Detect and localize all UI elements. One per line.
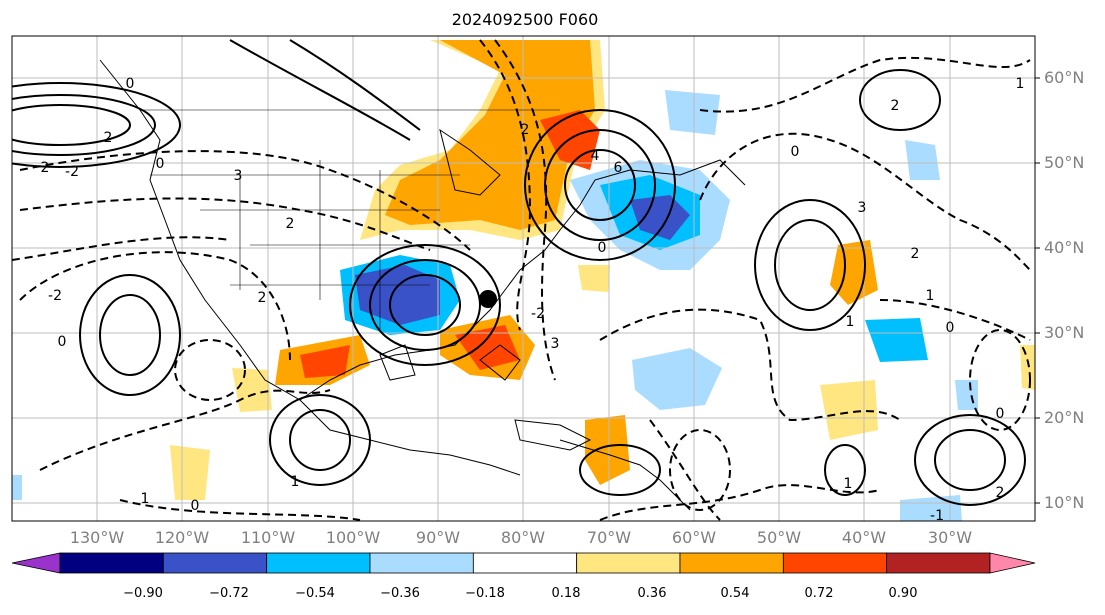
- lon-label-60w: 60°W: [671, 528, 717, 547]
- contour-label: 3: [858, 200, 867, 216]
- contour-label: 0: [946, 320, 955, 336]
- contour-label: 0: [58, 334, 67, 350]
- colorbar-segment: [886, 552, 991, 574]
- colorbar: [11, 552, 1036, 574]
- coastlines: [99, 59, 746, 511]
- colorbar-extend-low: [11, 552, 61, 574]
- lon-label-30w: 30°W: [927, 528, 973, 547]
- contour-label: 1: [291, 474, 300, 490]
- colorbar-segment: [679, 552, 784, 574]
- contour-label: 0: [791, 144, 800, 160]
- contour-label: 2: [996, 485, 1005, 501]
- contour-labels: 0 2 2 0 -2 3 2 2 -2 0 6 4 2 3 -2 0 2 0 1…: [41, 76, 1025, 524]
- dashed-contours: [12, 39, 1031, 521]
- lon-label-110w: 110°W: [240, 528, 296, 547]
- colorbar-label: −0.36: [380, 586, 420, 601]
- lat-label-30n: 30°N: [1044, 323, 1085, 342]
- colorbar-label: 0.36: [637, 586, 667, 601]
- colorbar-segment: [369, 552, 474, 574]
- lat-label-20n: 20°N: [1044, 408, 1085, 427]
- contour-label: 2: [891, 98, 900, 114]
- colorbar-segment: [782, 552, 888, 574]
- map-frame: [11, 35, 1036, 522]
- lat-label-40n: 40°N: [1044, 238, 1085, 257]
- lon-label-80w: 80°W: [500, 528, 546, 547]
- contour-label: 1: [926, 288, 935, 304]
- colorbar-label: −0.72: [209, 586, 249, 601]
- contour-label: -2: [48, 288, 62, 304]
- contour-label: 3: [234, 168, 243, 184]
- contour-label: 2: [521, 122, 530, 138]
- contour-label: -2: [531, 306, 545, 322]
- colorbar-segment: [59, 552, 164, 574]
- lon-label-40w: 40°W: [841, 528, 887, 547]
- colorbar-label: 0.54: [720, 586, 750, 601]
- contour-label: 2: [911, 246, 920, 262]
- tick-marks: [1035, 77, 1040, 504]
- colorbar-label: 0.90: [888, 586, 918, 601]
- colorbar-segment: [266, 552, 371, 574]
- contour-label: 1: [1016, 76, 1025, 92]
- lat-label-10n: 10°N: [1044, 493, 1085, 512]
- contour-label: 2: [286, 216, 295, 232]
- contour-label: -2: [65, 164, 79, 180]
- lon-label-100w: 100°W: [325, 528, 381, 547]
- contour-label: 2: [104, 130, 113, 146]
- contour-label: 3: [551, 336, 560, 352]
- contour-label: 0: [191, 498, 200, 514]
- colorbar-label: −0.54: [295, 586, 335, 601]
- colorbar-segment: [162, 552, 268, 574]
- lon-label-50w: 50°W: [756, 528, 802, 547]
- contour-label: 0: [996, 406, 1005, 422]
- colorbar-label: 0.72: [804, 586, 834, 601]
- contour-label: 2: [258, 290, 267, 306]
- contour-label: 6: [614, 160, 623, 176]
- lat-label-50n: 50°N: [1044, 153, 1085, 172]
- contour-label: -1: [930, 508, 944, 524]
- contour-label: 0: [598, 240, 607, 256]
- storm-center-marker: [479, 290, 497, 308]
- contour-label: 4: [591, 148, 600, 164]
- solid-contours: [12, 39, 1026, 506]
- map-title: 2024092500 F060: [451, 10, 599, 29]
- graticule: [12, 36, 1035, 521]
- lon-label-70w: 70°W: [586, 528, 632, 547]
- contour-label: 0: [156, 156, 165, 172]
- lon-label-130w: 130°W: [69, 528, 125, 547]
- colorbar-label: −0.90: [123, 586, 163, 601]
- contour-label: 2: [41, 160, 50, 176]
- colorbar-extend-high: [989, 552, 1036, 574]
- colorbar-segment: [472, 552, 578, 574]
- contour-label: 1: [844, 476, 853, 492]
- colorbar-segment: [576, 552, 681, 574]
- contour-label: 0: [126, 76, 135, 92]
- contour-label: 1: [141, 491, 150, 507]
- lat-label-60n: 60°N: [1044, 68, 1085, 87]
- lon-label-120w: 120°W: [154, 528, 210, 547]
- colorbar-label: 0.18: [551, 586, 581, 601]
- colorbar-label: −0.18: [465, 586, 505, 601]
- lon-label-90w: 90°W: [415, 528, 461, 547]
- contour-label: 1: [846, 314, 855, 330]
